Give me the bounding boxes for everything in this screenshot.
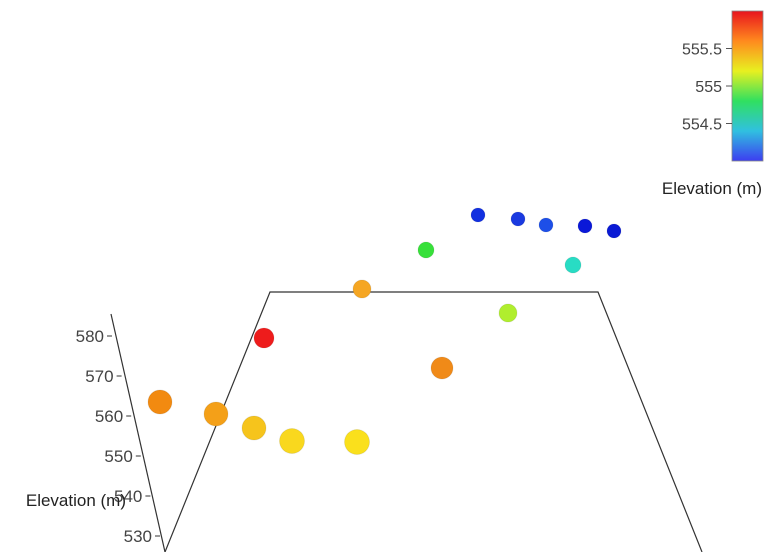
colorbar-gradient	[731, 10, 764, 162]
data-point	[498, 303, 518, 323]
colorbar-tick-label: 554.5	[682, 117, 722, 134]
z-tick-label: 530	[124, 527, 152, 546]
colorbar-tick-label: 555.5	[682, 42, 722, 59]
data-point	[344, 429, 370, 455]
colorbar: 554.5 555 555.5 Elevation (m)	[662, 10, 764, 198]
data-point	[417, 241, 435, 259]
data-point	[430, 356, 454, 380]
z-tick-label: 560	[95, 407, 123, 426]
z-axis-ticks: 530 540 550 560 570 580	[76, 327, 160, 546]
z-tick-label: 580	[76, 327, 104, 346]
data-point	[241, 415, 267, 441]
colorbar-title: Elevation (m)	[662, 179, 762, 198]
colorbar-tick-label: 555	[695, 79, 722, 96]
data-point	[510, 211, 526, 227]
data-point	[253, 327, 275, 349]
data-point	[606, 223, 622, 239]
colorbar-ticks: 554.5 555 555.5	[682, 42, 732, 134]
z-axis-title: Elevation (m)	[26, 491, 126, 510]
z-tick-label: 570	[85, 367, 113, 386]
data-point	[279, 428, 305, 454]
data-point	[577, 218, 593, 234]
data-point	[470, 207, 486, 223]
z-tick-label: 540	[114, 487, 142, 506]
z-tick-label: 550	[104, 447, 132, 466]
z-axis-line	[110, 313, 166, 552]
data-point	[538, 217, 554, 233]
data-points	[147, 207, 622, 455]
data-point	[203, 401, 229, 427]
data-point	[147, 389, 173, 415]
data-point	[564, 256, 582, 274]
data-point	[352, 279, 372, 299]
